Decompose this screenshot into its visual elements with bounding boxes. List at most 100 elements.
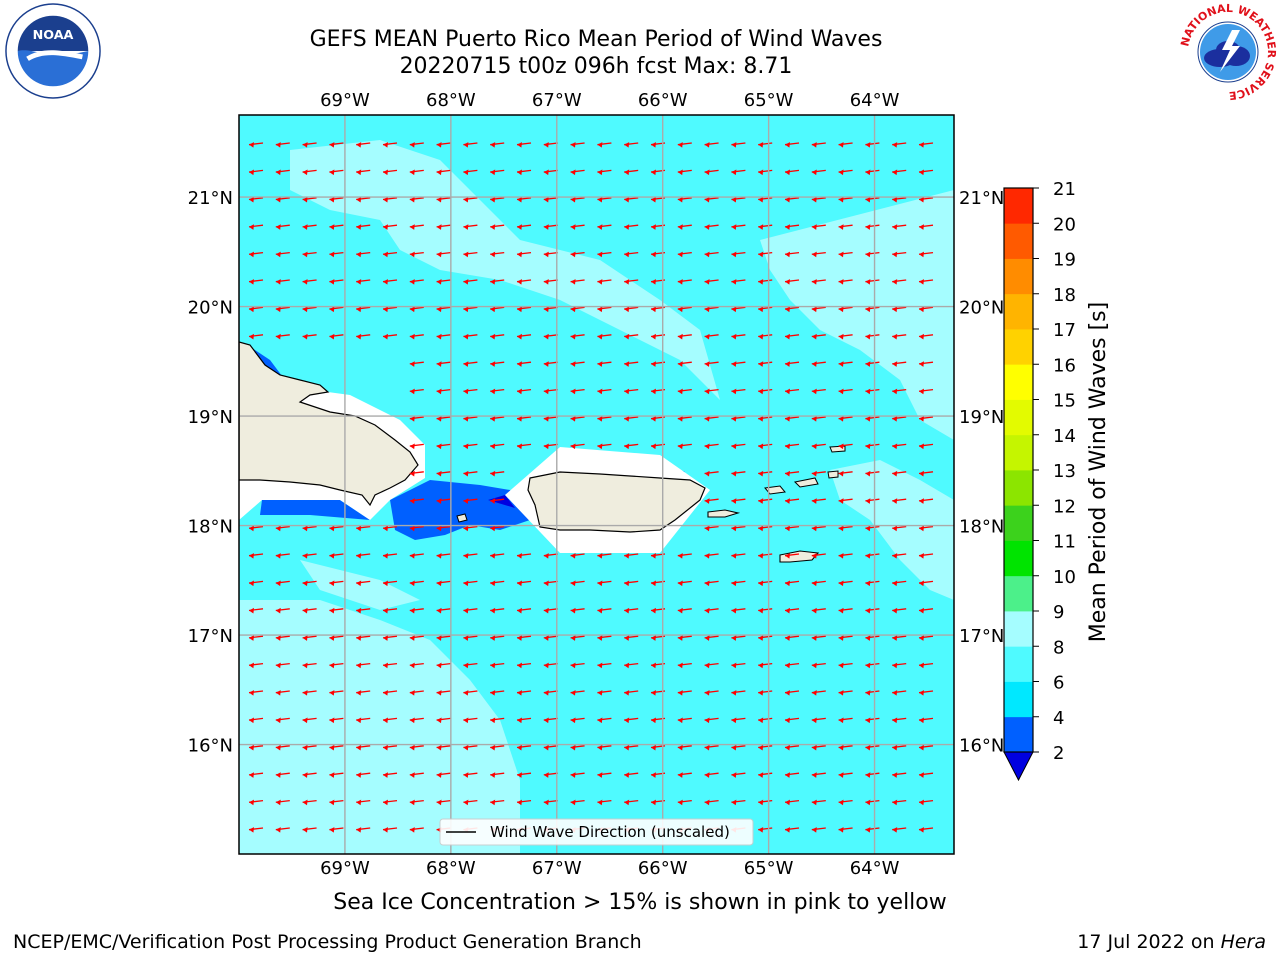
- wind-vector-head: [811, 772, 817, 778]
- wind-vector-head: [651, 142, 656, 148]
- wind-vector-head: [704, 607, 710, 614]
- wind-vector-head: [490, 525, 496, 532]
- wind-vector-head: [758, 607, 764, 614]
- wind-vector-head: [624, 607, 630, 614]
- wind-vector-head: [677, 717, 683, 724]
- wind-vector-head: [570, 635, 576, 641]
- land-hispaniola: [239, 341, 419, 507]
- wind-vector-head: [409, 498, 415, 504]
- wind-vector-head: [758, 635, 764, 641]
- wind-vector-head: [624, 169, 630, 176]
- wind-vector-head: [758, 498, 764, 504]
- wind-vector-head: [383, 553, 388, 559]
- wind-vector-head: [597, 580, 603, 587]
- wind-vector-head: [624, 443, 630, 450]
- wind-vector-head: [517, 251, 522, 258]
- wind-vector-head: [490, 388, 496, 395]
- wind-vector-head: [275, 772, 281, 778]
- wind-vector-head: [677, 388, 683, 395]
- wind-vector-head: [383, 690, 388, 696]
- wind-vector-head: [677, 662, 683, 669]
- wind-vector-head: [597, 251, 603, 258]
- wind-vector-head: [731, 306, 737, 313]
- wind-vector-head: [838, 580, 844, 587]
- wind-vector-head: [302, 772, 308, 778]
- wind-vector-head: [892, 361, 898, 367]
- wind-vector-head: [758, 224, 764, 230]
- wind-vector-head: [677, 169, 683, 176]
- map-title: GEFS MEAN Puerto Rico Mean Period of Win…: [309, 27, 883, 52]
- wind-vector-head: [651, 799, 656, 806]
- wind-vector-head: [436, 333, 442, 340]
- wind-vector-head: [758, 827, 764, 833]
- wind-vector: [651, 855, 665, 857]
- colorbar-segment: [1004, 681, 1033, 718]
- wind-vector-head: [651, 361, 656, 367]
- contour-band-2-4-nw: [252, 348, 285, 380]
- wind-vector-head: [436, 361, 442, 367]
- wind-vector-head: [543, 662, 549, 669]
- wind-vector-head: [865, 525, 871, 532]
- wind-vector-head: [490, 717, 496, 724]
- wind-vector-head: [249, 142, 254, 148]
- contour-band-8-9-c: [830, 460, 954, 600]
- wind-vector-head: [543, 196, 549, 203]
- wind-vector-head: [302, 333, 308, 340]
- wind-vector-head: [383, 854, 388, 860]
- wind-vector-head: [811, 553, 817, 559]
- wind-vector-head: [865, 279, 871, 285]
- wind-vector-head: [409, 717, 415, 724]
- wind-vector-head: [275, 744, 281, 751]
- wind-vector-head: [811, 525, 817, 532]
- wind-vector-head: [543, 169, 549, 176]
- wind-vector-head: [570, 306, 576, 313]
- wind-vector-head: [811, 169, 817, 176]
- wind-vector-head: [570, 717, 576, 724]
- land-mona: [456, 513, 468, 523]
- wind-vector-head: [329, 279, 335, 285]
- lon-label-bottom: 67°W: [532, 858, 582, 879]
- wind-vector-head: [892, 717, 898, 724]
- wind-vector-head: [892, 580, 898, 587]
- wind-vector-head: [919, 717, 924, 724]
- wind-vector-head: [758, 279, 764, 285]
- wind-vector-head: [570, 772, 576, 778]
- wind-vector-head: [731, 333, 737, 340]
- wind-vector-head: [409, 443, 415, 450]
- wind-vector-head: [409, 224, 415, 230]
- wind-vector-head: [410, 854, 415, 860]
- wind-vector-head: [838, 251, 844, 258]
- wind-vector-head: [543, 443, 549, 450]
- colorbar-segment: [1004, 470, 1033, 506]
- wind-vector-head: [704, 224, 710, 230]
- wind-vector-head: [865, 580, 871, 587]
- wind-vector-head: [624, 251, 630, 258]
- wind-vector-head: [436, 279, 442, 285]
- lat-label-right: 16°N: [959, 736, 1004, 757]
- wind-vector-head: [811, 361, 817, 367]
- wind-vector-head: [383, 827, 388, 833]
- wind-vector-head: [597, 388, 603, 395]
- wind-vector-head: [597, 744, 603, 751]
- wind-vector-head: [624, 388, 630, 395]
- colorbar-tick-label: 11: [1053, 532, 1076, 553]
- wind-vector-head: [517, 635, 522, 641]
- wind-vector-head: [275, 196, 281, 203]
- lon-label-top: 69°W: [320, 90, 370, 111]
- wind-vector-head: [677, 361, 683, 367]
- wind-vector-head: [356, 799, 362, 806]
- wind-vector: [571, 855, 585, 857]
- wind-vector-head: [785, 251, 790, 258]
- wind-vector-head: [436, 635, 442, 641]
- wind-vector-head: [463, 580, 469, 587]
- wind-vector-head: [704, 635, 710, 641]
- wind-vector-head: [409, 635, 415, 641]
- wind-vector-head: [758, 361, 764, 367]
- wind-vector-head: [919, 635, 924, 641]
- colorbar-tick-label: 8: [1053, 637, 1064, 658]
- wind-vector-head: [517, 443, 522, 450]
- wind-vector-head: [249, 279, 254, 285]
- wind-vector-head: [919, 470, 924, 477]
- wind-vector-head: [597, 142, 603, 148]
- wind-vector-head: [785, 635, 790, 641]
